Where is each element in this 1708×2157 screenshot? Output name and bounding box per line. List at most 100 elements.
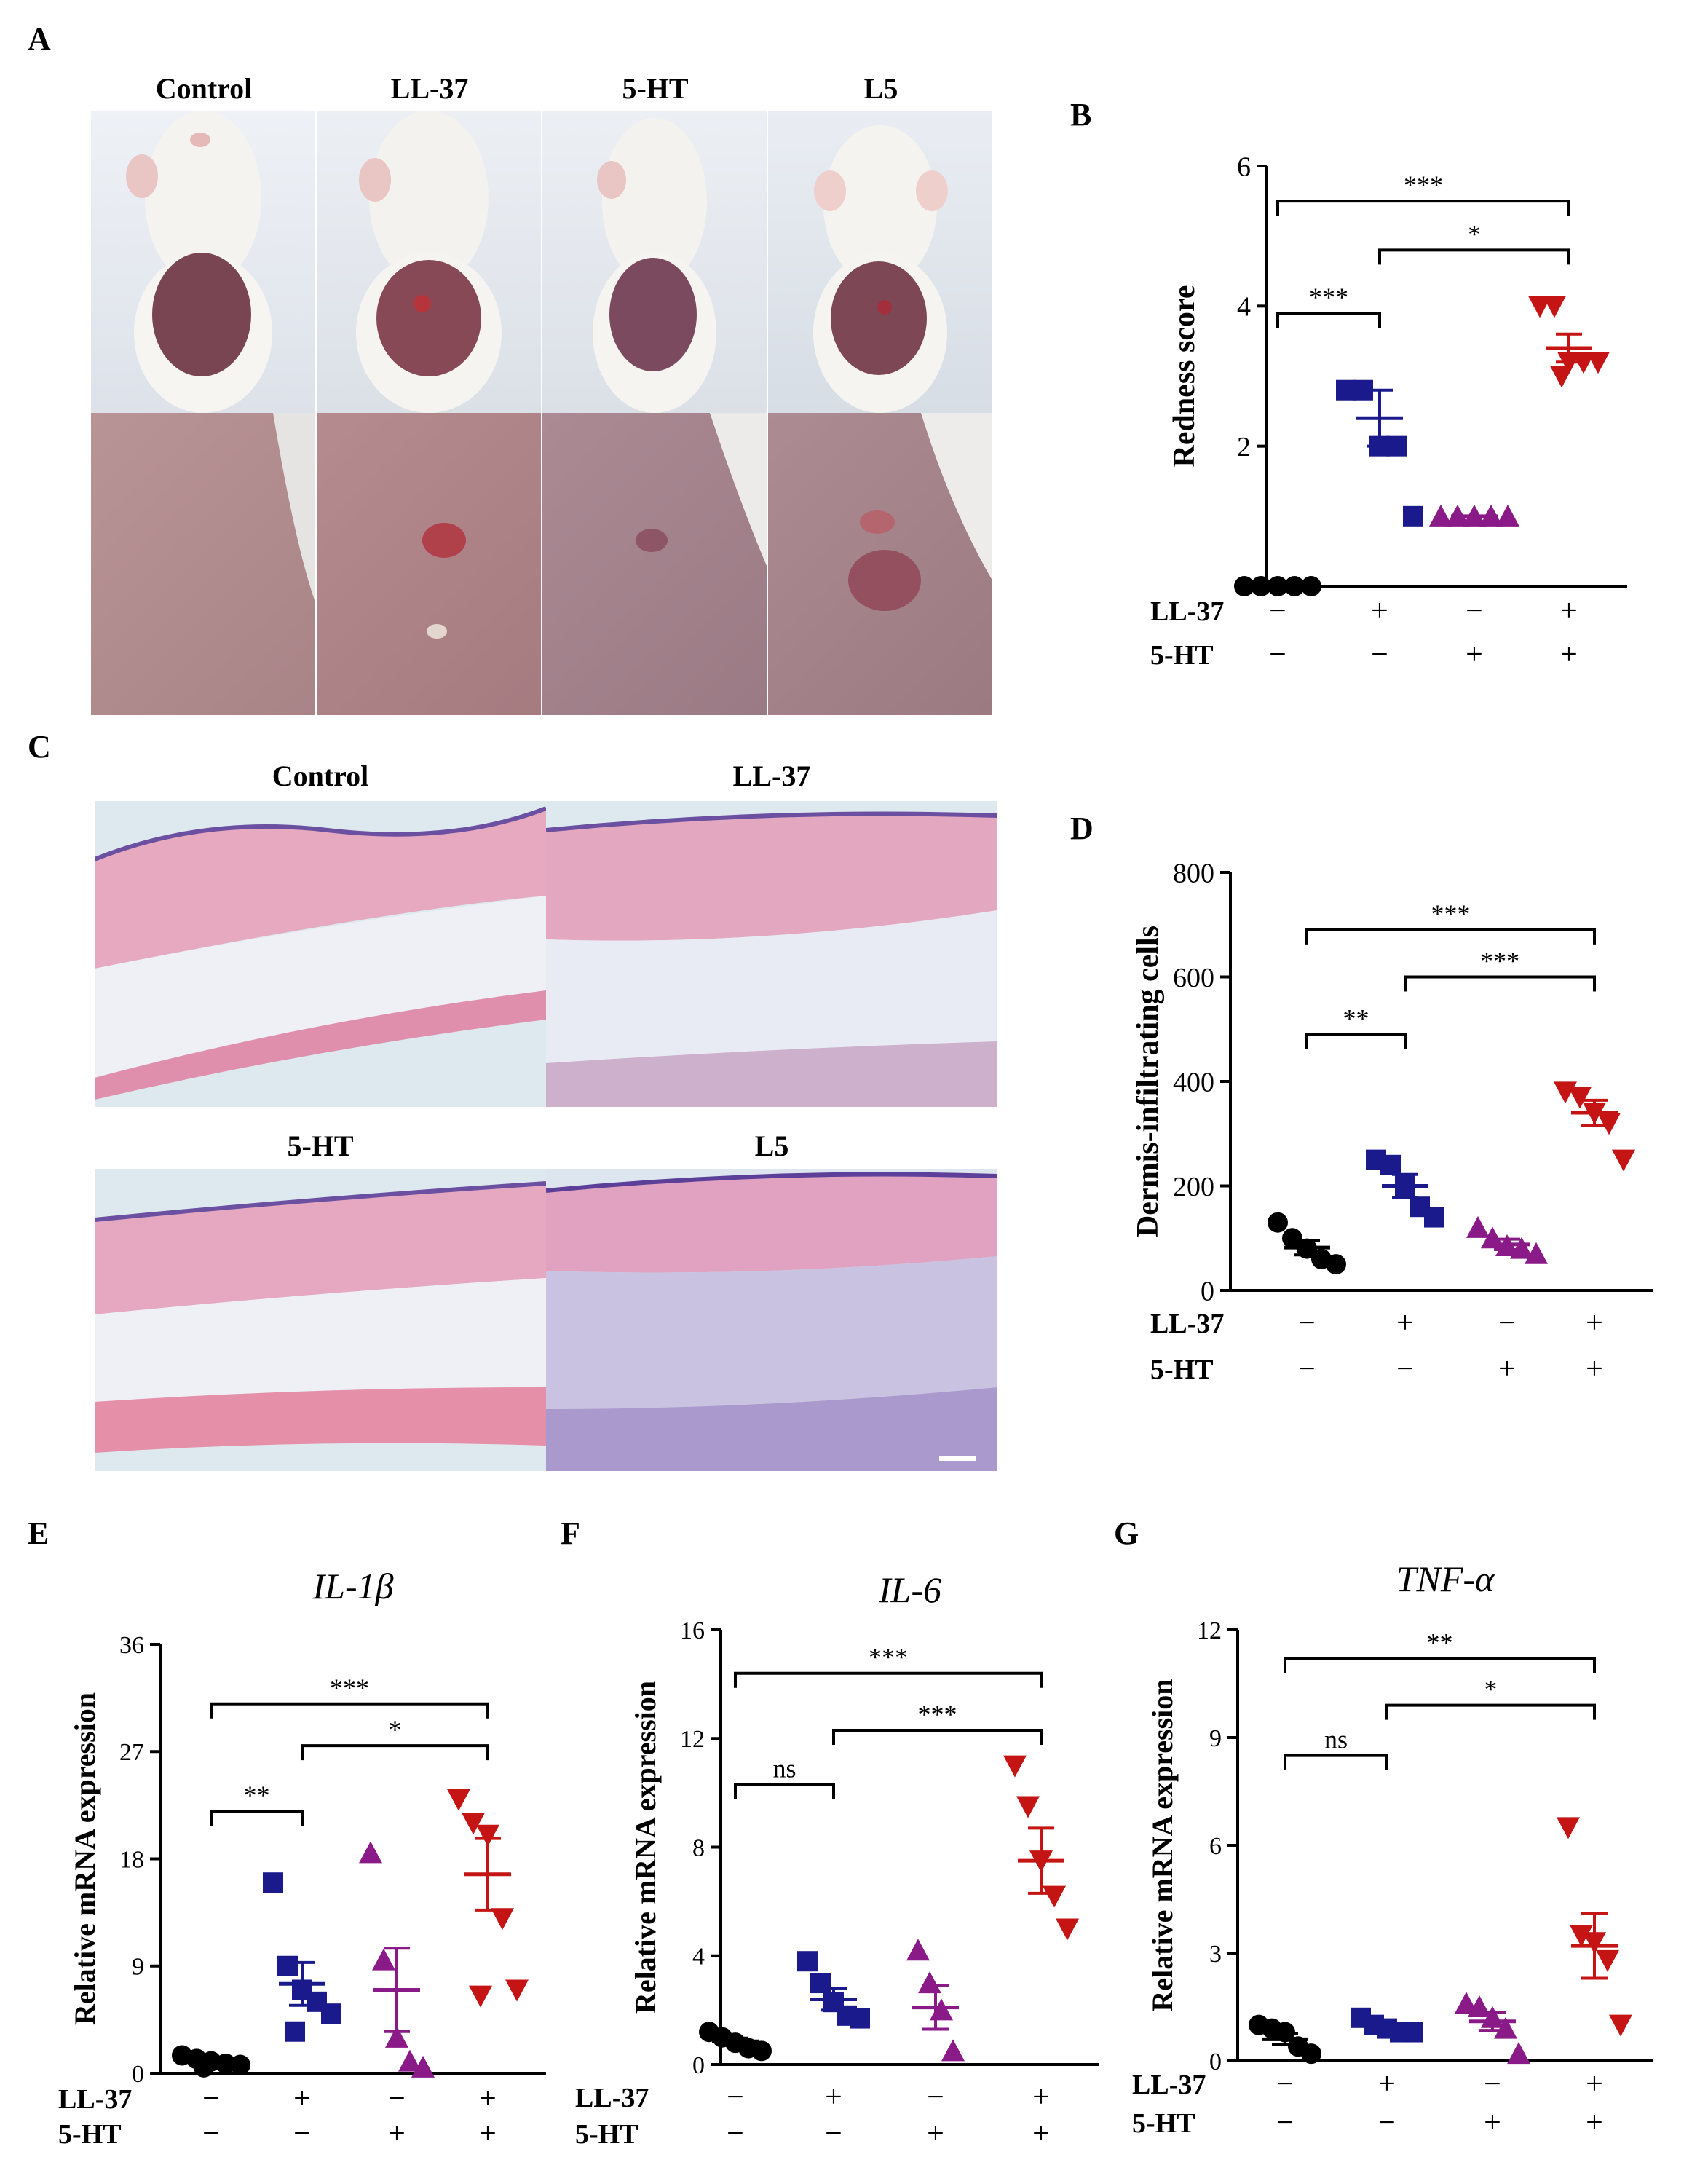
condition-sign: −	[1371, 638, 1388, 671]
significance-label: *	[1468, 219, 1481, 248]
significance-bracket	[1404, 975, 1596, 992]
data-point	[469, 1985, 492, 2008]
condition-sign: +	[479, 2117, 497, 2150]
condition-sign: −	[1298, 1306, 1316, 1340]
significance-bracket	[1385, 1703, 1596, 1720]
panel-label-g: G	[1114, 1515, 1139, 1551]
condition-sign: −	[1269, 594, 1286, 628]
data-point	[285, 2021, 305, 2042]
y-tick-label: 200	[1173, 1172, 1214, 1202]
mouse-photo-5ht	[542, 111, 767, 413]
significance-label: ***	[1431, 899, 1471, 928]
data-point	[1056, 1918, 1079, 1941]
data-point	[1424, 1207, 1444, 1228]
data-point	[1043, 1885, 1066, 1908]
condition-sign: −	[1276, 2106, 1294, 2140]
condition-sign: −	[1498, 1306, 1516, 1340]
y-tick-label: 800	[1173, 858, 1214, 888]
skin-closeup-5ht	[542, 413, 767, 715]
histology-l5	[546, 1169, 997, 1471]
data-point	[1403, 505, 1423, 527]
data-point	[1586, 352, 1610, 374]
significance-bracket	[210, 1810, 304, 1826]
significance-bracket	[1305, 1033, 1407, 1049]
data-point	[491, 1908, 514, 1931]
significance-bracket	[1284, 1754, 1388, 1770]
condition-sign: +	[1586, 2106, 1603, 2140]
condition-sign: +	[1466, 638, 1483, 671]
significance-bracket	[1276, 311, 1381, 328]
chart-f: 0 4 8 12 16 Relative mRNA expression IL-6 ns ***…	[575, 1569, 1099, 2150]
data-point	[1301, 2043, 1321, 2065]
chart-title: IL-6	[878, 1569, 941, 1610]
data-point	[941, 2039, 965, 2062]
condition-sign: +	[388, 2117, 406, 2150]
panel-label-d: D	[1070, 811, 1094, 846]
data-point	[1234, 576, 1254, 596]
condition-sign: −	[1466, 594, 1483, 628]
data-point	[1510, 1237, 1533, 1259]
condition-row-label: 5-HT	[575, 2119, 638, 2150]
data-point	[1612, 1149, 1635, 1172]
chart-b: 0246Redness score*******LL-37−+−+5-HT−−+…	[1150, 151, 1627, 671]
condition-sign: −	[727, 2081, 744, 2114]
condition-sign: −	[1484, 2067, 1501, 2101]
data-point	[850, 2008, 870, 2029]
significance-bracket	[301, 1744, 489, 1761]
condition-sign: +	[1560, 638, 1578, 671]
condition-sign: +	[1396, 1306, 1414, 1340]
condition-sign: +	[1586, 1306, 1603, 1340]
condition-sign: −	[1378, 2106, 1396, 2140]
condition-sign: −	[825, 2117, 842, 2150]
data-point	[1275, 2022, 1295, 2043]
significance-label: **	[244, 1781, 270, 1810]
condition-sign: +	[1378, 2067, 1396, 2101]
data-point	[1596, 1949, 1619, 1972]
y-tick-label: 6	[1237, 151, 1251, 182]
panel-label-e: E	[28, 1515, 50, 1551]
significance-bracket	[734, 1671, 1043, 1688]
data-point	[447, 1789, 470, 1811]
y-axis-label: Relative mRNA expression	[629, 1681, 662, 2014]
histology-ll37	[546, 801, 997, 1107]
y-axis-label: Dermis-infiltrating cells	[1131, 926, 1165, 1237]
condition-sign: −	[727, 2117, 744, 2150]
condition-sign: +	[479, 2082, 497, 2115]
mouse-photo-l5	[768, 111, 992, 413]
panel-label-a: A	[28, 21, 51, 57]
data-point	[398, 2049, 422, 2072]
condition-row-label: 5-HT	[1150, 1354, 1214, 1385]
significance-label: ***	[1404, 170, 1443, 200]
significance-label: **	[1427, 1628, 1453, 1657]
significance-label: ns	[1324, 1725, 1348, 1754]
condition-sign: −	[293, 2117, 311, 2150]
y-tick-label: 0	[692, 2052, 705, 2079]
data-point	[810, 1973, 831, 1994]
significance-label: ***	[918, 1700, 957, 1729]
data-point	[1282, 1228, 1302, 1249]
condition-sign: −	[927, 2081, 944, 2114]
condition-sign: +	[1560, 594, 1578, 628]
photo-title-control: Control	[155, 72, 253, 105]
condition-sign: −	[1396, 1352, 1414, 1386]
histo-title-ll37: LL-37	[732, 760, 811, 792]
condition-sign: −	[202, 2082, 220, 2115]
chart-title: TNF-α	[1396, 1558, 1495, 1599]
data-point	[930, 1998, 953, 2021]
significance-label: **	[1343, 1003, 1369, 1033]
data-point	[1568, 1087, 1592, 1109]
significance-bracket	[1284, 1657, 1596, 1673]
data-point	[230, 2054, 250, 2075]
data-point	[505, 1979, 529, 2002]
condition-row-label: 5-HT	[1132, 2108, 1195, 2139]
condition-sign: +	[1498, 1352, 1516, 1386]
condition-sign: +	[1484, 2106, 1501, 2140]
mouse-photo-control	[91, 111, 315, 413]
data-point	[1466, 1215, 1490, 1238]
histo-title-control: Control	[272, 760, 369, 792]
histo-title-5ht: 5-HT	[287, 1129, 354, 1162]
significance-label: ***	[1480, 947, 1519, 976]
y-tick-label: 8	[692, 1834, 705, 1861]
photo-title-ll37: LL-37	[390, 72, 469, 105]
y-tick-label: 0	[132, 2061, 144, 2088]
